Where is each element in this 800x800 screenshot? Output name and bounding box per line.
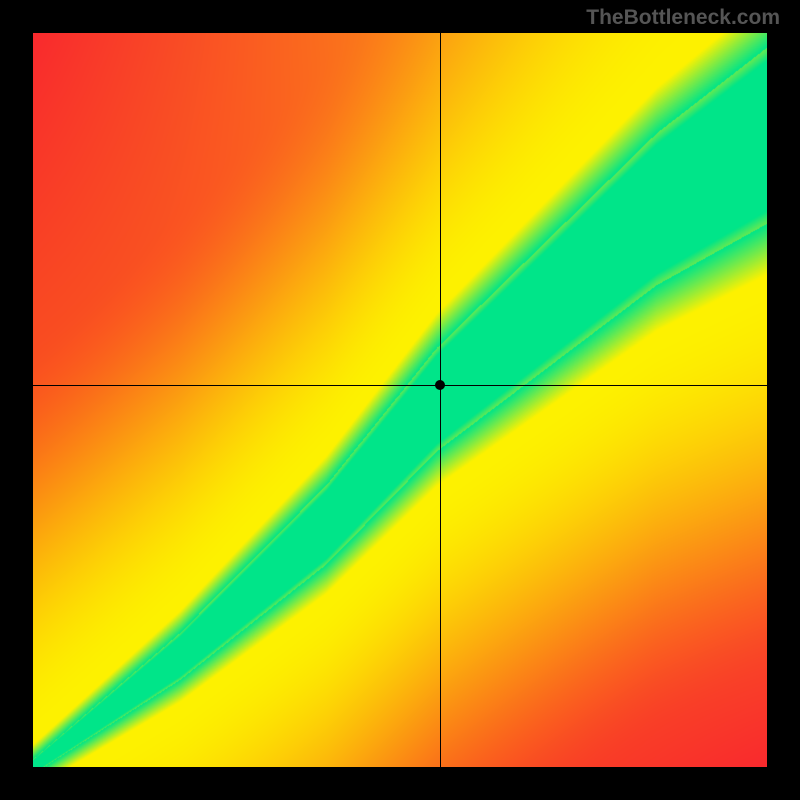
heatmap-canvas	[33, 33, 767, 767]
crosshair-vertical	[440, 33, 441, 767]
chart-container: TheBottleneck.com	[0, 0, 800, 800]
crosshair-horizontal	[33, 385, 767, 386]
watermark-text: TheBottleneck.com	[586, 6, 780, 30]
plot-area	[33, 33, 767, 767]
crosshair-marker	[435, 380, 445, 390]
